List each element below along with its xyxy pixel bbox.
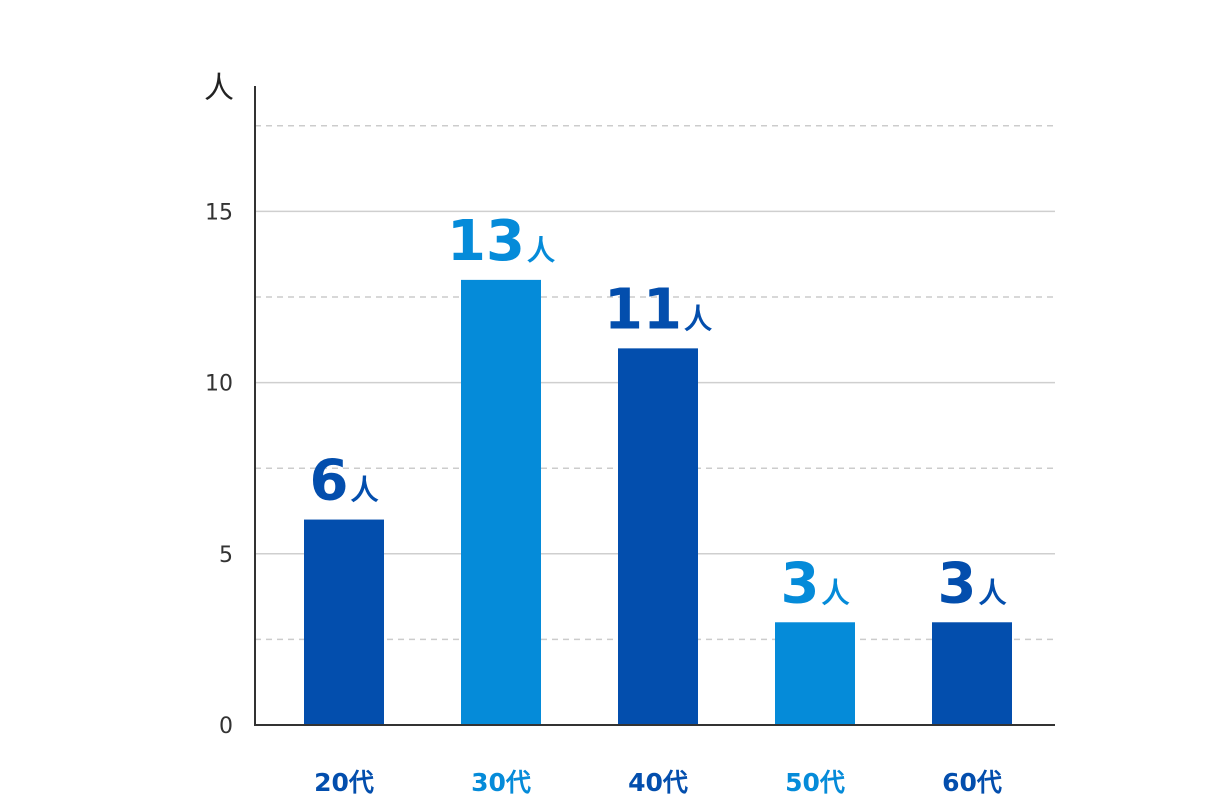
x-category-label: 20代: [314, 768, 374, 796]
bar-value-label: 3人: [938, 551, 1007, 616]
category-labels: 20代 30代 40代 50代 60代: [314, 768, 1002, 796]
y-axis-unit-label: 人: [204, 71, 234, 106]
y-tick-label: 15: [205, 200, 233, 225]
bar-value-label: 11人: [604, 277, 712, 342]
bar: [775, 622, 855, 725]
y-tick-label: 0: [219, 714, 233, 739]
bar: [304, 519, 384, 725]
value-labels: 6人 13人 11人 3人 3人: [310, 209, 1007, 616]
bar: [461, 279, 541, 725]
x-category-label: 40代: [628, 768, 688, 796]
bars: [304, 279, 1012, 725]
y-tick-label: 5: [219, 543, 233, 568]
bar-value-label: 3人: [781, 551, 850, 616]
bar: [932, 622, 1012, 725]
y-tick-label: 10: [205, 372, 233, 397]
y-tick-labels: 0 5 10 15: [205, 200, 233, 739]
x-category-label: 60代: [942, 768, 1002, 796]
bar-value-label: 13人: [447, 209, 555, 274]
bar: [618, 348, 698, 725]
x-category-label: 50代: [785, 768, 845, 796]
x-category-label: 30代: [471, 768, 531, 796]
axes: 人: [204, 71, 1055, 726]
bar-value-label: 6人: [310, 449, 379, 514]
